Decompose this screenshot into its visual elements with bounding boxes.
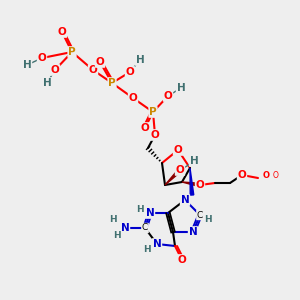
Text: N: N: [153, 239, 161, 249]
Polygon shape: [165, 169, 181, 185]
Text: N: N: [146, 208, 154, 218]
Polygon shape: [190, 168, 194, 195]
Text: O: O: [196, 180, 204, 190]
Text: O: O: [176, 165, 184, 175]
Text: O: O: [164, 91, 172, 101]
Text: P: P: [68, 47, 76, 57]
Text: H: H: [109, 215, 117, 224]
Text: H: H: [177, 83, 185, 93]
Polygon shape: [182, 182, 200, 187]
Text: O: O: [88, 65, 98, 75]
Text: H: H: [143, 244, 151, 253]
Text: O: O: [151, 130, 159, 140]
Text: O: O: [273, 170, 279, 179]
Text: O: O: [58, 27, 66, 37]
Text: H: H: [136, 206, 144, 214]
Text: H: H: [113, 232, 121, 241]
Text: H: H: [22, 60, 32, 70]
Text: O: O: [38, 53, 46, 63]
Text: O: O: [51, 65, 59, 75]
Text: H: H: [204, 215, 212, 224]
Text: H: H: [43, 78, 51, 88]
Text: O: O: [141, 123, 149, 133]
Text: O: O: [178, 255, 186, 265]
Text: H: H: [190, 156, 198, 166]
Text: P: P: [108, 78, 116, 88]
Text: H: H: [136, 55, 144, 65]
Text: O: O: [262, 172, 269, 181]
Text: N: N: [189, 227, 197, 237]
Text: O: O: [174, 145, 182, 155]
Text: O: O: [126, 67, 134, 77]
Text: O: O: [96, 57, 104, 67]
Text: P: P: [149, 107, 157, 117]
Text: O: O: [238, 170, 246, 180]
Text: N: N: [181, 195, 189, 205]
Text: C: C: [142, 224, 148, 232]
Text: O: O: [129, 93, 137, 103]
Text: C: C: [197, 211, 203, 220]
Text: N: N: [121, 223, 129, 233]
